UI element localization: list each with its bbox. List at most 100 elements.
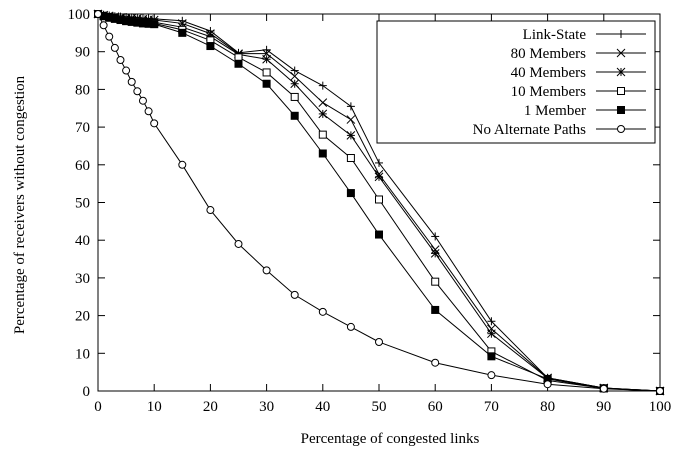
legend-label: No Alternate Paths <box>473 122 586 138</box>
data-point <box>431 277 440 286</box>
x-tick-label: 70 <box>484 399 499 415</box>
legend-swatch-marker <box>616 48 626 58</box>
data-point <box>487 352 496 361</box>
data-point <box>375 195 383 204</box>
legend-label: 10 Members <box>511 84 587 100</box>
data-point <box>318 109 328 119</box>
data-point <box>656 387 664 395</box>
legend-swatch-marker <box>617 106 625 114</box>
x-tick-label: 0 <box>94 399 102 415</box>
data-point <box>262 68 271 77</box>
legend-swatch-marker <box>617 87 625 95</box>
data-point <box>138 96 147 105</box>
data-point <box>318 149 327 158</box>
series-circle-open <box>94 10 664 395</box>
y-tick-label: 20 <box>75 309 90 325</box>
legend-item: Link-State <box>523 27 646 43</box>
x-tick-label: 80 <box>540 399 555 415</box>
data-point <box>543 380 552 389</box>
data-point <box>375 337 383 346</box>
x-tick-label: 20 <box>203 399 218 415</box>
data-point <box>346 131 356 140</box>
data-point <box>99 21 108 30</box>
data-point <box>178 28 187 37</box>
data-point <box>206 206 215 215</box>
legend-item: No Alternate Paths <box>473 122 646 138</box>
data-point <box>318 98 328 107</box>
legend-swatch-marker <box>617 30 625 38</box>
y-tick-label: 0 <box>83 384 91 400</box>
y-tick-label: 50 <box>75 196 90 212</box>
legend-label: Link-State <box>523 27 587 43</box>
data-point <box>122 66 131 75</box>
data-point <box>431 305 440 314</box>
x-tick-label: 40 <box>315 399 330 415</box>
x-tick-label: 90 <box>596 399 611 415</box>
y-tick-label: 70 <box>75 120 90 136</box>
data-point <box>346 189 355 198</box>
data-point <box>431 358 440 367</box>
legend-label: 40 Members <box>511 65 587 81</box>
data-point <box>127 77 136 86</box>
y-tick-label: 80 <box>75 82 90 98</box>
data-point <box>262 79 271 88</box>
data-point <box>144 107 153 116</box>
data-point <box>133 87 142 96</box>
y-tick-label: 60 <box>75 158 90 174</box>
data-point <box>290 79 300 89</box>
data-point <box>178 160 187 169</box>
data-point <box>290 290 299 299</box>
y-axis-title: Percentage of receivers without congesti… <box>12 75 28 334</box>
data-point <box>430 249 440 258</box>
data-point <box>346 102 355 111</box>
data-point <box>94 10 102 18</box>
legend-item: 1 Member <box>524 103 646 119</box>
data-point <box>150 20 159 29</box>
data-point <box>375 158 383 167</box>
y-tick-label: 90 <box>75 45 90 61</box>
x-tick-label: 60 <box>428 399 443 415</box>
data-point <box>318 130 327 139</box>
data-point <box>599 384 608 393</box>
data-point <box>487 329 496 339</box>
legend-label: 80 Members <box>511 46 587 62</box>
data-point <box>318 307 327 316</box>
legend-swatch-marker <box>617 125 625 133</box>
data-point <box>431 232 440 241</box>
legend-swatch-marker <box>616 67 626 77</box>
data-point <box>234 59 243 68</box>
x-tick-label: 50 <box>372 399 387 415</box>
legend-box <box>376 20 656 144</box>
legend-label: 1 Member <box>524 103 586 119</box>
data-point <box>290 111 299 120</box>
x-tick-label: 30 <box>259 399 274 415</box>
data-series <box>93 9 665 396</box>
data-point <box>105 32 114 41</box>
y-tick-label: 30 <box>75 271 90 287</box>
y-tick-label: 10 <box>75 346 90 362</box>
x-tick-label: 100 <box>649 399 672 415</box>
x-axis-title: Percentage of congested links <box>301 431 480 447</box>
data-point <box>116 55 125 64</box>
legend-item: 10 Members <box>511 84 646 100</box>
data-point <box>262 266 271 275</box>
data-point <box>346 322 355 331</box>
data-point <box>346 154 355 163</box>
data-point <box>150 119 159 128</box>
data-point <box>262 45 271 54</box>
legend-item: 40 Members <box>511 65 646 81</box>
data-point <box>346 115 356 124</box>
y-tick-label: 100 <box>68 7 91 23</box>
data-point <box>290 92 299 101</box>
data-point <box>234 239 243 248</box>
data-point <box>290 66 299 75</box>
y-tick-label: 40 <box>75 233 90 249</box>
data-point <box>318 81 327 90</box>
legend: Link-State 80 Members 40 Members 10 Members… <box>376 20 656 144</box>
data-point <box>110 43 119 52</box>
x-tick-label: 10 <box>147 399 162 415</box>
data-point <box>374 172 384 182</box>
axis-ticks: 0 10 20 30 40 50 60 70 80 90 100 0 10 20 30 40 50 60 70 80 9… <box>68 7 672 415</box>
data-point <box>262 54 271 64</box>
